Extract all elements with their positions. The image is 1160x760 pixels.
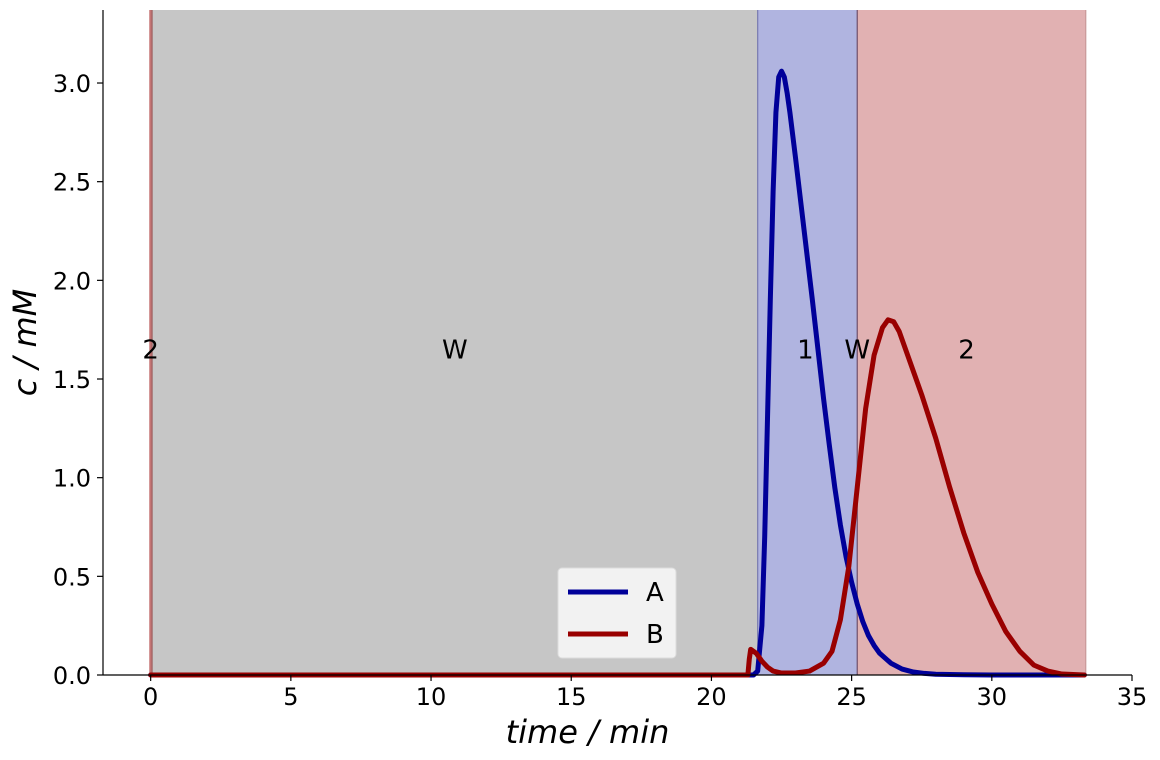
x-tick-label-1: 5 (283, 683, 298, 711)
x-tick-label-3: 15 (556, 683, 587, 711)
legend-label-B: B (646, 620, 664, 650)
fraction-regions (149, 10, 1087, 675)
y-tick-label-2: 1.0 (53, 465, 91, 493)
region-label-4: 2 (958, 335, 975, 365)
series-line-A (148, 68, 1087, 678)
region-label-1: W (442, 335, 468, 365)
y-tick-label-4: 2.0 (53, 267, 91, 295)
y-axis-label: c / mM (6, 289, 44, 397)
concentration-series (148, 68, 1087, 678)
x-tick-label-7: 35 (1117, 683, 1148, 711)
region-label-0: 2 (142, 335, 159, 365)
y-tick-label-1: 0.5 (53, 563, 91, 591)
x-tick-label-0: 0 (143, 683, 158, 711)
region-3 (857, 10, 1086, 675)
x-axis-ticks: 0 5 10 15 20 25 30 35 (143, 675, 1147, 711)
x-tick-label-4: 20 (696, 683, 727, 711)
x-tick-label-5: 25 (836, 683, 867, 711)
x-tick-label-2: 10 (416, 683, 447, 711)
region-1 (152, 10, 758, 675)
legend-label-A: A (646, 578, 664, 608)
region-label-3: W (844, 335, 870, 365)
y-tick-label-6: 3.0 (53, 70, 91, 98)
y-tick-label-5: 2.5 (53, 169, 91, 197)
y-tick-label-0: 0.0 (53, 662, 91, 690)
legend: AB (557, 567, 677, 659)
x-axis-label: time / min (506, 713, 670, 751)
x-tick-label-6: 30 (977, 683, 1008, 711)
axes: 0 5 10 15 20 25 30 35 0.0 0.5 1.0 1.5 2.0 2.5 3.0 tim… (6, 10, 1147, 751)
y-axis-ticks: 0.0 0.5 1.0 1.5 2.0 2.5 3.0 (53, 70, 103, 690)
y-tick-label-3: 1.5 (53, 366, 91, 394)
series-line-B (148, 317, 1087, 678)
region-label-2: 1 (797, 335, 814, 365)
region-0 (149, 10, 153, 675)
